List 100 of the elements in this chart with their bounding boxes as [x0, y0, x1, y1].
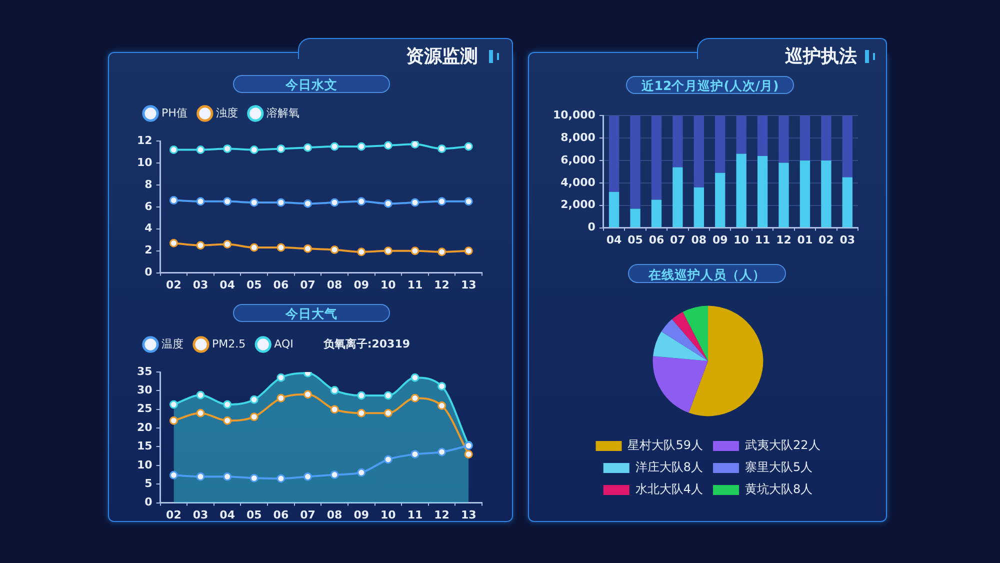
point [196, 472, 205, 481]
y-tick-label: 8 [144, 178, 152, 191]
point [196, 197, 205, 206]
bar [694, 187, 704, 228]
title-pill: 今日水文 [233, 75, 390, 93]
chart-title: 资源监测 [406, 46, 478, 67]
point [169, 238, 178, 248]
x-tick-label: 10 [380, 278, 396, 292]
x-tick-label: 05 [246, 278, 262, 292]
point [169, 196, 178, 205]
x-tick-label: 11 [754, 233, 770, 246]
bar [842, 116, 852, 178]
point [223, 240, 232, 248]
bar [608, 116, 620, 192]
point [384, 141, 392, 150]
point [169, 400, 178, 409]
bar [800, 116, 810, 160]
bar [736, 154, 746, 228]
point [223, 197, 232, 206]
legend-label: 浊度 [216, 106, 238, 120]
bar [842, 177, 852, 228]
point [223, 144, 232, 153]
point [250, 243, 258, 252]
y-tick-label: 4,000 [560, 176, 596, 189]
point [330, 245, 339, 254]
point [464, 197, 473, 206]
point [169, 470, 178, 480]
point [410, 373, 420, 382]
point [410, 246, 420, 256]
bar [694, 116, 704, 188]
title-pill: 今日大气 [233, 304, 390, 322]
y-tick-label: 0 [144, 266, 153, 279]
x-tick-label: 02 [166, 508, 182, 522]
legend-label: 水北大队4人 [635, 482, 704, 496]
x-tick-label: 07 [300, 278, 316, 292]
bar [651, 200, 662, 228]
point [304, 199, 312, 208]
bar [757, 156, 768, 228]
legend-label: 武夷大队22人 [745, 438, 820, 452]
x-tick-label: 02 [166, 278, 182, 292]
legend-label: AQI [274, 337, 294, 350]
point [410, 450, 420, 458]
point [223, 400, 232, 409]
x-tick-label: 04 [606, 233, 622, 246]
point [438, 401, 446, 410]
bar [608, 192, 620, 228]
x-tick-label: 08 [691, 233, 707, 246]
y-tick-label: 10 [136, 156, 153, 169]
x-tick-label: 05 [246, 508, 262, 522]
legend-label: PH值 [162, 106, 188, 120]
y-tick-label: 25 [136, 402, 152, 416]
bar [800, 160, 810, 228]
x-tick-label: 03 [840, 233, 856, 246]
point [276, 198, 286, 207]
point [250, 474, 258, 482]
x-tick-label: 06 [273, 508, 289, 522]
x-tick-label: 07 [670, 233, 686, 246]
legend-label: 溶解氧 [266, 106, 300, 120]
point [438, 248, 446, 256]
point [438, 197, 446, 206]
point [330, 470, 339, 480]
y-tick-label: 30 [136, 384, 153, 397]
legend-label: 寨里大队5人 [745, 460, 813, 474]
x-tick-label: 09 [712, 233, 728, 246]
y-tick-label: 12 [136, 134, 152, 147]
x-tick-label: 12 [434, 508, 450, 522]
bar [778, 162, 789, 228]
bar [778, 116, 789, 163]
x-tick-label: 10 [380, 508, 396, 522]
point [357, 391, 366, 400]
x-tick-label: 07 [300, 508, 316, 522]
point [464, 246, 473, 256]
point [410, 394, 420, 402]
point [330, 405, 339, 414]
y-tick-label: 6 [144, 200, 153, 213]
point [438, 448, 446, 456]
point [196, 241, 205, 250]
point [357, 248, 366, 256]
legend-label: 洋庄大队8人 [635, 460, 704, 474]
chart-subtitle: 近12个月巡护(人次/月) [641, 78, 779, 93]
point [304, 143, 312, 152]
legend-label: PM2.5 [212, 337, 246, 350]
x-tick-label: 04 [220, 278, 236, 292]
x-tick-label: 02 [818, 233, 834, 246]
y-tick-label: 15 [136, 440, 152, 453]
point [438, 382, 446, 390]
point [276, 373, 286, 382]
x-tick-label: 12 [776, 233, 792, 246]
point [196, 146, 205, 154]
y-tick-label: 2,000 [560, 198, 596, 212]
chart-title: 今日大气 [286, 306, 338, 321]
x-tick-label: 09 [354, 508, 370, 522]
y-tick-label: 10,000 [552, 108, 596, 122]
point [304, 244, 312, 253]
x-tick-label: 06 [648, 233, 664, 246]
x-tick-label: 09 [354, 278, 370, 292]
point [276, 243, 286, 252]
bar [630, 208, 640, 228]
x-tick-label: 03 [192, 508, 208, 522]
y-tick-label: 4 [144, 222, 153, 235]
